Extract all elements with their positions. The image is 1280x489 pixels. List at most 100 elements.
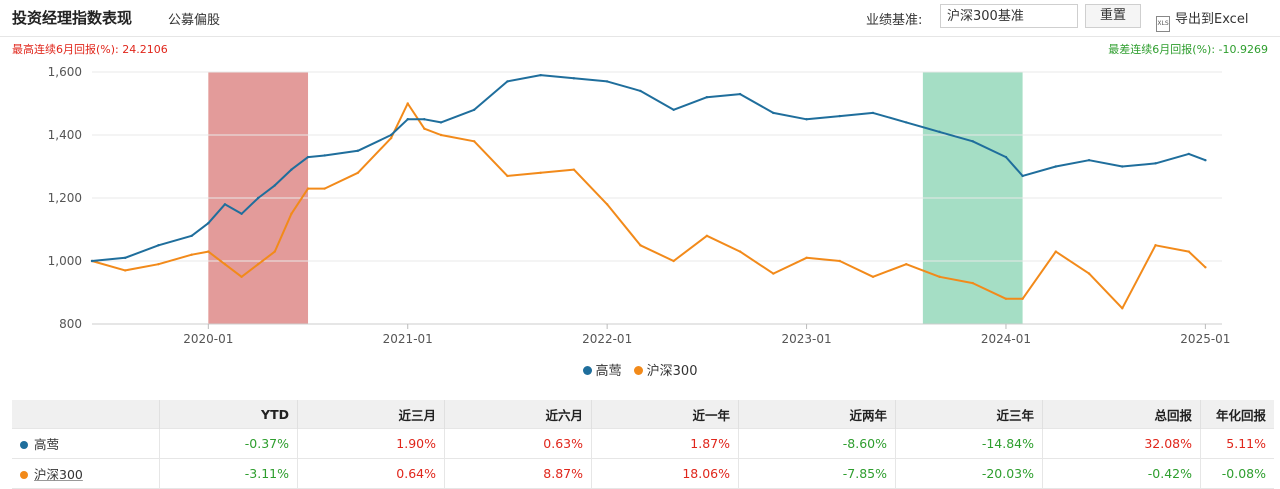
data-point-1 [772, 111, 775, 115]
export-label: 导出到Excel [1175, 12, 1249, 27]
legend-label-series2: 沪深300 [646, 364, 698, 379]
table-cell: 5.11% [1200, 428, 1274, 459]
export-excel-button[interactable]: XLS 导出到Excel [1156, 8, 1248, 32]
x-tick-label: 2025-01 [1180, 332, 1230, 346]
data-point-2 [938, 275, 941, 278]
column-header: 近六月 [444, 400, 592, 429]
data-point-1 [323, 154, 326, 157]
data-point-2 [705, 234, 709, 237]
data-point-2 [389, 136, 393, 140]
data-point-2 [905, 262, 908, 266]
data-point-2 [273, 250, 276, 253]
table-cell: 18.06% [591, 458, 739, 489]
data-point-1 [938, 130, 941, 134]
data-point-1 [207, 222, 210, 225]
series-dot-icon [20, 441, 28, 449]
column-header: 近两年 [738, 400, 896, 429]
x-tick-label: 2021-01 [383, 332, 433, 346]
data-point-2 [439, 133, 443, 137]
data-point-1 [389, 133, 393, 137]
row-name[interactable]: 沪深300 [34, 467, 83, 482]
chart-legend: 高莺 沪深300 [0, 360, 1280, 379]
data-point-1 [539, 73, 542, 77]
data-point-1 [1054, 165, 1058, 168]
legend-item-series1[interactable]: 高莺 [582, 360, 622, 379]
data-point-1 [473, 108, 476, 111]
data-point-1 [572, 77, 576, 80]
data-point-2 [539, 171, 542, 174]
data-point-2 [1004, 297, 1008, 300]
data-point-1 [157, 244, 160, 247]
data-point-2 [290, 212, 293, 215]
worst-6m-value: -10.9269 [1218, 43, 1268, 56]
data-point-2 [223, 262, 227, 266]
data-point-1 [356, 149, 360, 152]
table-cell: 32.08% [1042, 428, 1201, 459]
data-point-1 [1204, 159, 1207, 162]
data-point-2 [423, 127, 426, 130]
data-point-1 [506, 80, 509, 83]
data-point-2 [1154, 244, 1157, 247]
data-point-2 [406, 102, 409, 105]
best-6m-value: 24.2106 [122, 43, 168, 56]
row-name-cell: 沪深300 [12, 458, 160, 489]
data-point-1 [905, 121, 908, 124]
y-tick-label: 1,600 [48, 65, 82, 79]
data-point-2 [639, 244, 642, 247]
data-point-1 [406, 118, 409, 121]
data-point-1 [1004, 155, 1008, 159]
legend-item-series2[interactable]: 沪深300 [633, 360, 698, 379]
table-header-row: YTD 近三月 近六月 近一年 近两年 近三年 总回报 年化回报 [12, 400, 1274, 429]
row-name-cell: 高莺 [12, 428, 160, 459]
data-point-2 [838, 259, 841, 263]
x-tick-label: 2023-01 [781, 332, 831, 346]
data-point-1 [1021, 174, 1024, 178]
data-point-1 [124, 256, 127, 260]
column-header: 总回报 [1042, 400, 1201, 429]
worst-6m-label: 最差连续6月回报(%): [1108, 43, 1216, 56]
best-6m-return: 最高连续6月回报(%): 24.2106 [12, 41, 168, 57]
x-tick-label: 2022-01 [582, 332, 632, 346]
column-header: YTD [159, 400, 298, 429]
data-point-1 [223, 203, 227, 206]
table-cell: -3.11% [159, 458, 298, 489]
data-point-2 [207, 250, 210, 253]
data-point-1 [240, 212, 243, 215]
data-point-2 [323, 187, 326, 190]
data-point-2 [256, 262, 260, 266]
y-tick-label: 1,400 [48, 128, 82, 142]
line-chart: 800 1,000 1,200 1,400 1,600 2020-01 2021-01 202… [48, 65, 1231, 346]
column-header: 近三年 [895, 400, 1043, 429]
data-point-2 [1054, 250, 1058, 253]
table-cell: -7.85% [738, 458, 896, 489]
table-cell: -14.84% [895, 428, 1043, 459]
table-cell: -20.03% [895, 458, 1043, 489]
data-point-2 [190, 253, 193, 256]
y-tick-label: 800 [59, 317, 82, 331]
benchmark-input[interactable]: 沪深300基准 [940, 4, 1078, 28]
reset-button[interactable]: 重置 [1085, 4, 1141, 28]
data-point-1 [705, 96, 709, 99]
data-point-1 [1087, 159, 1091, 162]
data-point-2 [971, 281, 974, 285]
y-tick-label: 1,200 [48, 191, 82, 205]
data-point-2 [572, 168, 576, 171]
data-point-1 [639, 89, 642, 93]
table-cell: 0.63% [444, 428, 592, 459]
table-cell: 8.87% [444, 458, 592, 489]
data-point-2 [157, 262, 160, 266]
data-point-2 [672, 259, 675, 263]
column-header [12, 400, 160, 429]
data-point-2 [306, 187, 310, 190]
data-point-1 [439, 121, 443, 124]
data-point-2 [473, 140, 476, 143]
x-tick-label: 2024-01 [981, 332, 1031, 346]
data-point-2 [1021, 297, 1024, 300]
data-point-1 [190, 234, 193, 237]
data-point-2 [1121, 307, 1124, 310]
data-point-2 [356, 171, 360, 174]
performance-table: YTD 近三月 近六月 近一年 近两年 近三年 总回报 年化回报 高莺 -0.3… [12, 400, 1274, 489]
data-point-2 [506, 174, 509, 178]
chart-header: 投资经理指数表现 公募偏股 业绩基准: 沪深300基准 重置 XLS 导出到Exc… [0, 0, 1280, 37]
worst-6m-return: 最差连续6月回报(%): -10.9269 [1108, 41, 1268, 57]
